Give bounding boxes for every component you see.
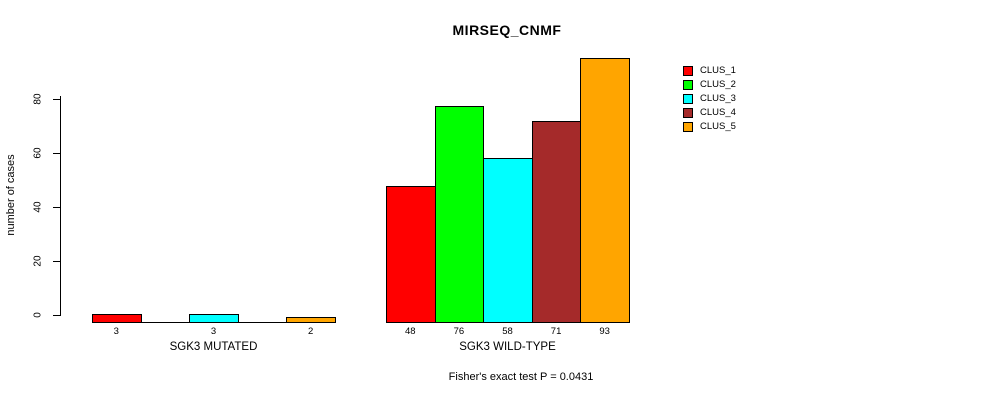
bar-clus_5-group1 (286, 317, 336, 323)
bar-clus_3-group1 (189, 314, 239, 323)
legend-swatch-clus_2 (683, 80, 693, 90)
bar-clus_2-group2 (434, 106, 485, 323)
bar-value-label: 58 (502, 326, 513, 337)
legend-label-clus_1: CLUS_1 (700, 65, 736, 76)
bar-clus_1-group2 (386, 186, 436, 323)
bar-value-label: 71 (550, 326, 562, 337)
y-tick-label: 80 (32, 93, 44, 105)
legend-swatch-clus_3 (683, 94, 693, 104)
legend-swatch-clus_1 (683, 66, 693, 76)
bar-value-label: 2 (308, 326, 314, 337)
y-tick-label: 0 (32, 312, 44, 318)
y-tick-label: 20 (32, 255, 44, 267)
chart-title: MIRSEQ_CNMF (452, 22, 562, 38)
y-tick (53, 315, 61, 316)
y-tick (53, 153, 61, 154)
y-tick (53, 261, 61, 262)
bar-value-label: 48 (405, 326, 416, 337)
bar-value-label: 93 (599, 326, 610, 337)
bar-value-label: 76 (453, 326, 465, 337)
y-tick (53, 207, 61, 208)
y-axis-title: number of cases (5, 154, 17, 236)
y-tick-label: 60 (32, 147, 44, 159)
legend-label-clus_3: CLUS_3 (700, 93, 736, 104)
fisher-test-annotation: Fisher's exact test P = 0.0431 (448, 371, 594, 383)
bar-clus_5-group2 (580, 57, 630, 323)
legend-swatch-clus_5 (683, 122, 693, 132)
legend-swatch-clus_4 (683, 108, 693, 118)
bar-clus_3-group2 (483, 157, 533, 323)
bar-clus_1-group1 (92, 314, 142, 323)
y-tick (53, 99, 61, 100)
y-axis-line (60, 96, 61, 316)
legend-label-clus_5: CLUS_5 (700, 121, 736, 132)
x-group-label: SGK3 WILD-TYPE (459, 341, 556, 353)
legend-label-clus_4: CLUS_4 (700, 107, 736, 118)
bar-value-label: 3 (210, 326, 217, 337)
legend-label-clus_2: CLUS_2 (700, 79, 736, 90)
bar-clus_4-group2 (531, 120, 582, 323)
bar-value-label: 3 (113, 326, 119, 337)
x-group-label: SGK3 MUTATED (169, 341, 258, 353)
y-tick-label: 40 (32, 201, 44, 213)
